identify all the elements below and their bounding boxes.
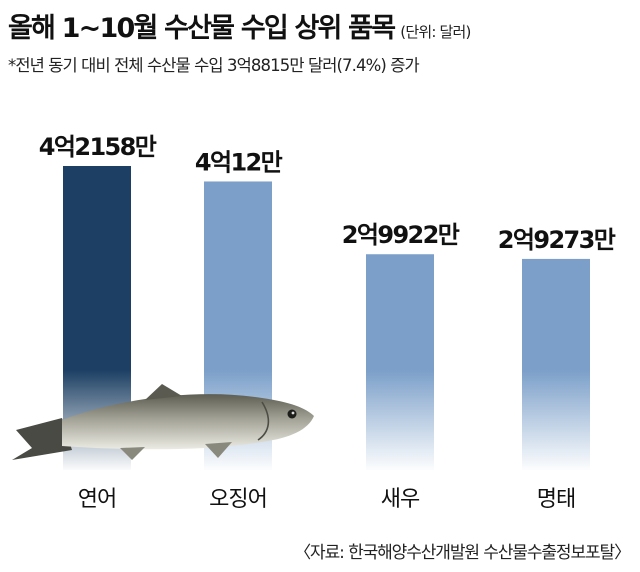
unit-label: (단위: 달러) xyxy=(400,23,471,41)
chart-note: *전년 동기 대비 전체 수산물 수입 3억8815만 달러(7.4%) 증가 xyxy=(8,56,420,75)
category-label-3: 새우 xyxy=(381,487,420,512)
value-label-2: 4억12만 xyxy=(195,148,283,176)
category-label-1: 연어 xyxy=(78,487,116,512)
bar-fade-3 xyxy=(364,370,436,472)
value-label-1: 4억2158만 xyxy=(39,133,157,161)
value-label-4: 2억9273만 xyxy=(498,226,616,254)
category-label-4: 명태 xyxy=(537,487,575,512)
salmon-illustration xyxy=(12,384,314,460)
bar-fade-4 xyxy=(520,370,592,472)
category-label-2: 오징어 xyxy=(209,487,267,512)
chart-header: 올해 1~10월 수산물 수입 상위 품목 (단위: 달러) xyxy=(8,6,471,45)
value-label-3: 2억9922만 xyxy=(342,221,460,249)
source-note: 〈자료: 한국해양수산개발원 수산물수출정보포탈〉 xyxy=(294,543,631,563)
chart-title: 올해 1~10월 수산물 수입 상위 품목 xyxy=(8,13,396,44)
